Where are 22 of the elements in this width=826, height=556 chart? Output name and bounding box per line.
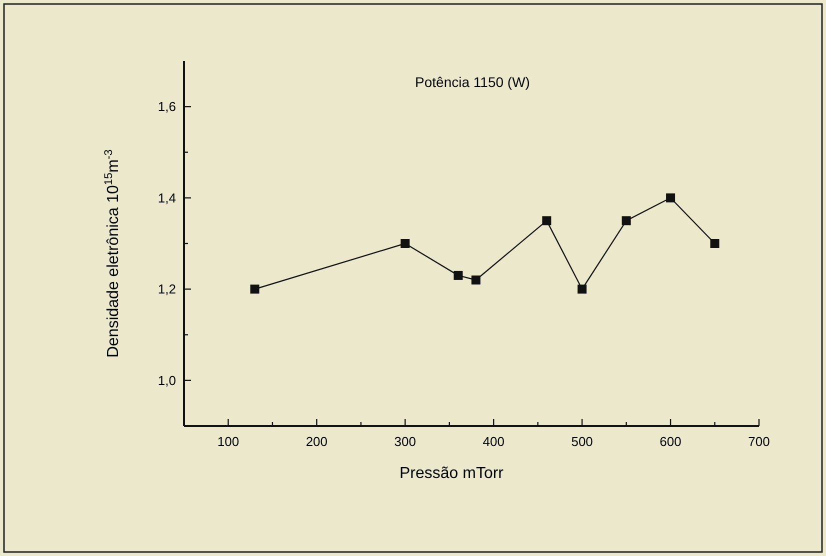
y-tick-label: 1,0 [158, 372, 176, 388]
point [666, 193, 676, 202]
point [400, 239, 410, 248]
point [710, 239, 720, 248]
point [622, 216, 631, 226]
y-tick-label: 1,4 [158, 190, 176, 206]
x-axis-title: Pressão mTorr [399, 465, 504, 482]
x-tick-label: 700 [748, 434, 770, 449]
point [578, 284, 587, 294]
point [250, 284, 260, 294]
x-tick-label: 200 [306, 434, 328, 449]
x-tick-label: 400 [482, 434, 504, 449]
point [542, 216, 552, 226]
y-tick-label: 1,6 [158, 99, 176, 114]
x-tick-label: 300 [394, 434, 416, 449]
point [471, 276, 480, 284]
y-tick-label: 1,2 [158, 282, 176, 297]
x-tick-label: 600 [660, 434, 682, 449]
text: Potência 1150 (W) [415, 74, 530, 90]
x-tick-label: 500 [571, 434, 593, 449]
x-tick-label: 100 [217, 434, 240, 449]
point [454, 270, 463, 280]
